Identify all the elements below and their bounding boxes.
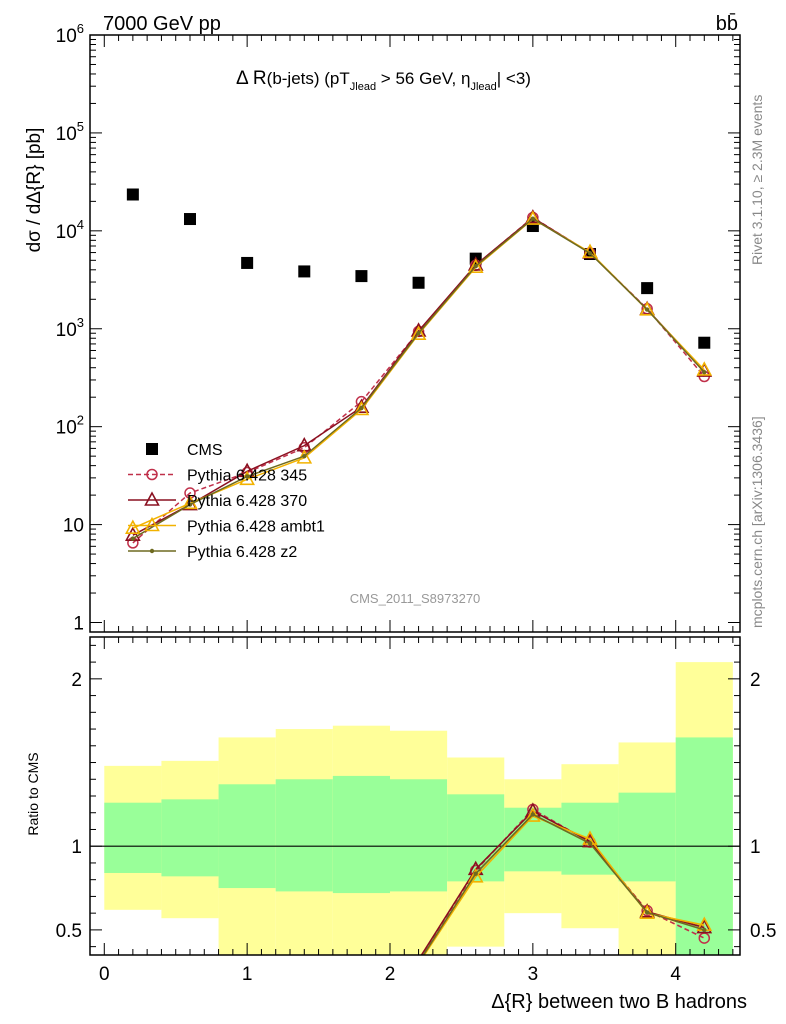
y-tick-label: 104: [56, 217, 84, 243]
uncertainty-band-green: [447, 794, 505, 882]
y-tick-label: 102: [56, 413, 84, 439]
series-line: [132, 216, 705, 536]
legend-entry: Pythia 6.428 ambt1: [128, 516, 325, 536]
data-point: [582, 832, 598, 848]
data-point: [146, 468, 158, 481]
y-tick-label: 105: [56, 119, 84, 145]
data-point: [525, 807, 541, 822]
uncertainty-band-green: [161, 799, 219, 877]
data-point: [353, 400, 370, 416]
legend-label: Pythia 6.428 345: [187, 468, 307, 485]
data-point: [530, 812, 536, 817]
main-y-axis-title: dσ / dΔ{R} [pb]: [24, 128, 45, 253]
uncertainty-band-green: [390, 779, 448, 892]
uncertainty-band-green: [275, 779, 333, 892]
ratio-y-tick-label-right: 0.5: [750, 921, 776, 942]
legend-entry: Pythia 6.428 370: [128, 491, 307, 510]
data-point: [639, 904, 655, 919]
rivet-label: Rivet 3.1.10, ≥ 2.3M events: [749, 95, 765, 265]
x-tick-label: 4: [670, 964, 681, 985]
legend-entry: Pythia 6.428 345: [128, 468, 307, 485]
ratio-y-tick-label-right: 2: [750, 670, 761, 691]
data-point: [355, 270, 368, 283]
data-point: [184, 213, 196, 226]
data-point: [467, 868, 484, 883]
data-point: [144, 491, 160, 506]
uncertainty-band-green: [218, 784, 276, 889]
ratio-line: [423, 815, 705, 955]
energy-label: 7000 GeV pp: [103, 13, 221, 35]
ratio-y-tick-label: 2: [71, 670, 82, 691]
data-point: [187, 502, 193, 507]
analysis-watermark: CMS_2011_S8973270: [350, 591, 481, 606]
legend-label: Pythia 6.428 370: [187, 493, 307, 510]
data-point: [702, 927, 707, 933]
data-point: [644, 910, 650, 915]
uncertainty-band-green: [332, 775, 390, 894]
ratio-y-tick-label: 0.5: [56, 921, 82, 942]
data-point: [696, 918, 713, 934]
data-point: [467, 258, 484, 274]
data-point: [241, 256, 254, 269]
legend-label: Pythia 6.428 z2: [187, 544, 297, 561]
data-point: [416, 331, 421, 336]
data-point: [149, 548, 155, 554]
uncertainty-band-green: [504, 807, 562, 872]
uncertainty-band-green: [618, 792, 676, 882]
data-point: [412, 276, 425, 289]
data-point: [644, 307, 650, 312]
ratio-line: [422, 813, 705, 955]
data-point: [359, 405, 364, 411]
data-point: [302, 453, 307, 459]
data-point: [525, 210, 541, 225]
data-point: [587, 841, 593, 846]
data-point: [144, 516, 160, 532]
y-tick-label: 106: [56, 21, 84, 47]
data-point: [146, 443, 158, 455]
legend-entry: Pythia 6.428 z2: [128, 544, 297, 561]
series-pythia-6.428-z2: [130, 216, 707, 541]
data-point: [530, 216, 536, 221]
ratio-y-axis-title: Ratio to CMS: [25, 752, 41, 835]
x-tick-label: 0: [99, 964, 110, 985]
series-line: [132, 217, 705, 540]
ratio-plot-area: 0.5 0.5 1 1 2 2 0 1 2 3 4: [56, 636, 776, 985]
plot-title: Δ R(b-jets) (pTJlead > 56 GeV, ηJlead| <…: [236, 68, 531, 93]
data-point: [410, 325, 427, 340]
data-point: [244, 474, 250, 479]
series-pythia-6.428-370: [125, 209, 713, 541]
data-point: [587, 251, 593, 256]
legend: CMS Pythia 6.428 345 Pythia 6.428 370 Pythi…: [128, 442, 325, 561]
ratio-series: [422, 812, 707, 955]
data-point: [473, 871, 478, 876]
y-tick-label: 10: [63, 516, 84, 537]
data-point: [126, 188, 139, 201]
x-tick-label: 2: [385, 964, 396, 985]
ratio-y-tick-label: 1: [71, 837, 82, 858]
legend-label: CMS: [187, 442, 223, 459]
mcplots-label: mcplots.cern.ch [arXiv:1306.3436]: [749, 416, 765, 628]
uncertainty-band-green: [104, 802, 162, 873]
y-tick-label: 103: [56, 315, 84, 341]
data-point: [639, 301, 655, 316]
x-tick-label: 1: [242, 964, 253, 985]
ratio-clipped: [90, 662, 740, 955]
data-point: [698, 336, 711, 349]
data-point: [473, 264, 478, 269]
data-point: [702, 370, 707, 375]
process-label: bb̄: [716, 12, 738, 35]
legend-entry: CMS: [146, 442, 223, 459]
data-point: [298, 265, 311, 278]
data-point: [641, 282, 654, 295]
legend-label: Pythia 6.428 ambt1: [187, 519, 325, 536]
x-axis-title: Δ{R} between two B hadrons: [491, 991, 747, 1013]
data-point: [130, 536, 136, 541]
x-tick-label: 3: [528, 964, 539, 985]
ratio-y-tick-label-right: 1: [750, 837, 761, 858]
y-tick-label: 1: [73, 614, 84, 635]
main-plot-area: 1 10 102 103 104 105 106: [56, 21, 741, 635]
series-pythia-6.428-ambt1: [125, 210, 713, 534]
data-point: [125, 519, 141, 534]
